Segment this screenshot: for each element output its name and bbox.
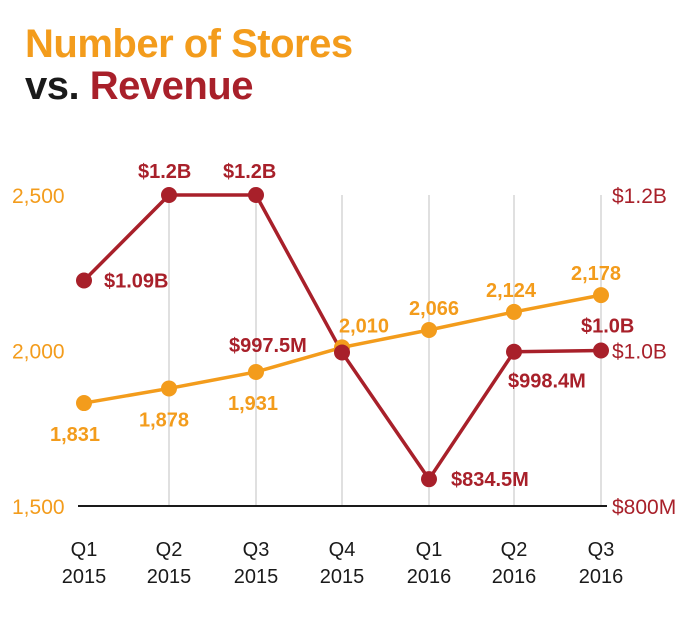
stores-point [593, 287, 609, 304]
x-tick-quarter: Q3 [588, 539, 615, 561]
revenue-data-label: $1.2B [223, 161, 276, 183]
stores-point [76, 395, 92, 412]
x-tick-year: 2016 [407, 566, 452, 588]
revenue-data-label: $1.09B [104, 271, 169, 293]
x-tick-quarter: Q3 [243, 539, 270, 561]
stores-point [161, 380, 177, 397]
left-tick-label: 1,500 [12, 496, 65, 519]
left-tick-label: 2,000 [12, 341, 65, 364]
left-tick-label: 2,500 [12, 185, 65, 208]
revenue-data-label: $998.4M [508, 371, 586, 393]
right-tick-label: $800M [612, 496, 676, 519]
revenue-point [334, 344, 350, 361]
x-tick-quarter: Q2 [501, 539, 528, 561]
stores-data-label: 2,066 [409, 298, 459, 320]
stores-point [506, 303, 522, 320]
x-tick-quarter: Q2 [156, 539, 183, 561]
revenue-data-label: $1.2B [138, 161, 191, 183]
x-tick-quarter: Q4 [329, 539, 356, 561]
revenue-data-label: $997.5M [229, 335, 307, 357]
x-tick-year: 2016 [492, 566, 537, 588]
revenue-point [161, 187, 177, 203]
title-vs: vs. [25, 64, 80, 108]
stores-point [248, 363, 264, 380]
stores-point [421, 321, 437, 338]
revenue-point [76, 272, 92, 289]
x-tick-quarter: Q1 [416, 539, 443, 561]
x-tick-year: 2016 [579, 566, 624, 588]
chart-title-line2: vs. Revenue [25, 64, 253, 108]
stores-data-label: 2,010 [339, 315, 389, 337]
x-tick-year: 2015 [62, 566, 107, 588]
axes: 2,500 2,000 1,500 $1.2B $1.0B $800M Q1 2015 Q2 20… [12, 185, 676, 588]
stores-data-label: 2,178 [571, 263, 621, 285]
revenue-point [593, 342, 609, 359]
x-tick-year: 2015 [234, 566, 279, 588]
stores-data-label: 2,124 [486, 280, 537, 302]
right-tick-label: $1.0B [612, 341, 667, 364]
x-tick-year: 2015 [320, 566, 365, 588]
stores-data-label: 1,831 [50, 424, 100, 446]
revenue-point [506, 343, 522, 360]
revenue-data-label: $834.5M [451, 469, 529, 491]
x-tick-year: 2015 [147, 566, 192, 588]
chart-title-line1: Number of Stores [25, 22, 353, 66]
revenue-point [421, 471, 437, 488]
x-tick-quarter: Q1 [71, 539, 98, 561]
stores-data-label: 1,931 [228, 393, 278, 415]
revenue-data-label: $1.0B [581, 316, 634, 338]
title-revenue: Revenue [89, 64, 254, 108]
revenue-point [248, 187, 264, 203]
data-labels: 1,831 1,878 1,931 2,010 2,066 2,124 2,178 $1.09… [50, 161, 634, 491]
right-tick-label: $1.2B [612, 185, 667, 208]
series-points [76, 187, 609, 488]
stores-data-label: 1,878 [139, 409, 189, 431]
